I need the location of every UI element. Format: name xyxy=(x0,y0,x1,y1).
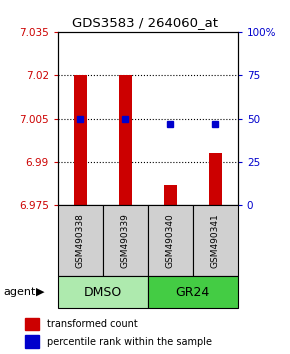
Text: GR24: GR24 xyxy=(176,286,210,298)
Text: transformed count: transformed count xyxy=(46,319,137,329)
Text: GSM490341: GSM490341 xyxy=(211,213,220,268)
Bar xyxy=(58,205,103,276)
Bar xyxy=(164,185,177,205)
Text: ▶: ▶ xyxy=(36,287,45,297)
Text: agent: agent xyxy=(3,287,35,297)
Text: GSM490340: GSM490340 xyxy=(166,213,175,268)
Text: DMSO: DMSO xyxy=(84,286,122,298)
Bar xyxy=(148,205,193,276)
Bar xyxy=(58,276,148,308)
Text: GSM490338: GSM490338 xyxy=(76,213,85,268)
Bar xyxy=(193,205,238,276)
Bar xyxy=(148,276,238,308)
Text: GSM490339: GSM490339 xyxy=(121,213,130,268)
Bar xyxy=(25,318,39,330)
Bar xyxy=(25,335,39,348)
Bar xyxy=(74,75,87,205)
Bar xyxy=(103,205,148,276)
Bar xyxy=(119,75,132,205)
Text: percentile rank within the sample: percentile rank within the sample xyxy=(46,337,211,347)
Text: GDS3583 / 264060_at: GDS3583 / 264060_at xyxy=(72,16,218,29)
Bar xyxy=(209,153,222,205)
